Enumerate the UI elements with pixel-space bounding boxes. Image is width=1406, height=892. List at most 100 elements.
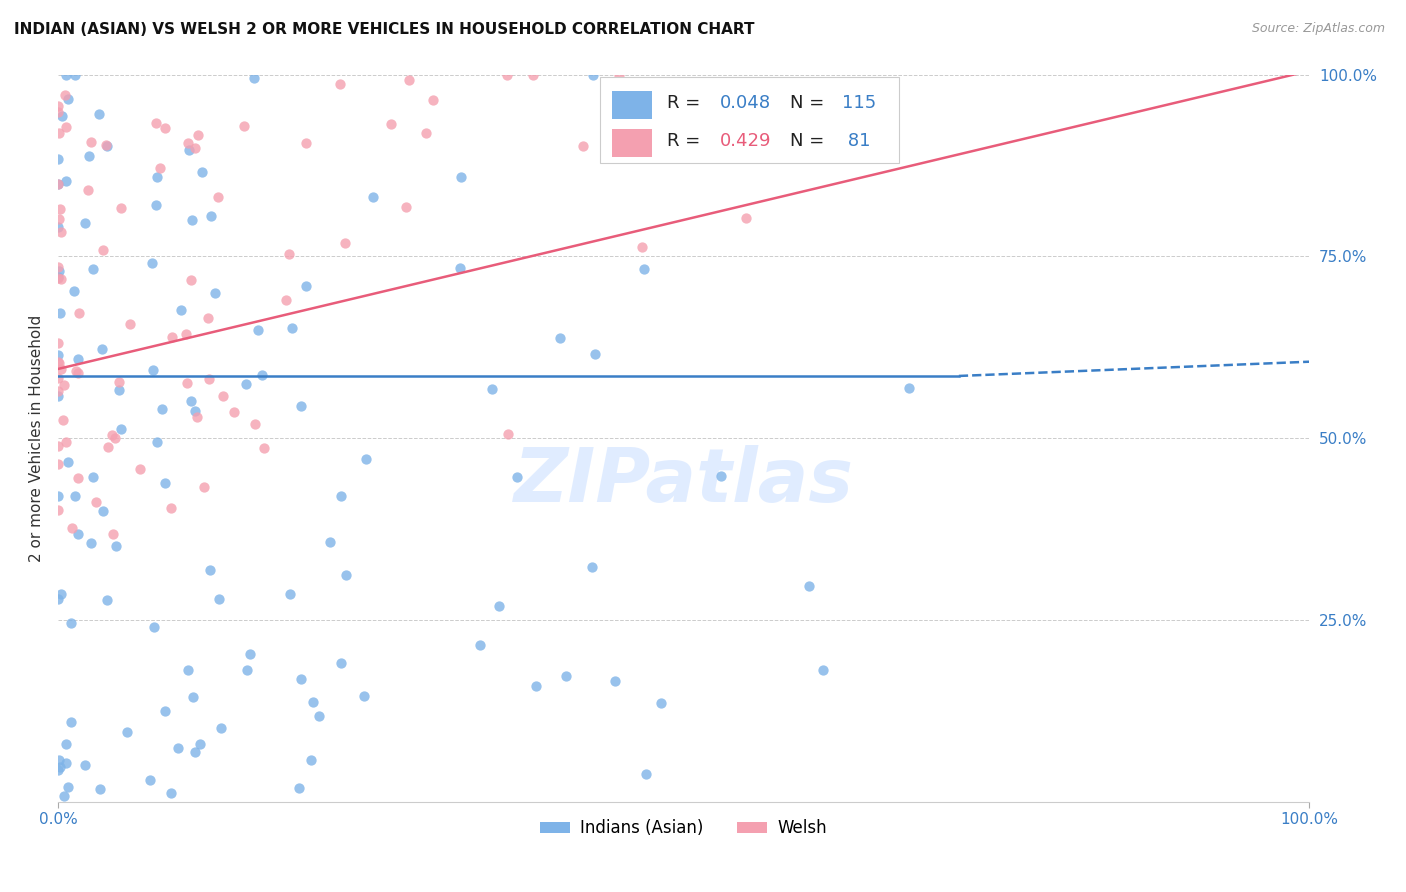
Point xyxy=(208,592,231,607)
Point xyxy=(145,198,167,212)
Point xyxy=(290,399,312,413)
FancyBboxPatch shape xyxy=(600,77,898,163)
Point xyxy=(361,190,384,204)
Point xyxy=(55,87,77,102)
Point xyxy=(184,746,207,760)
Point xyxy=(150,401,173,416)
Point xyxy=(197,311,219,326)
Point xyxy=(46,439,69,453)
Point xyxy=(96,592,118,607)
Point xyxy=(48,263,70,277)
Point xyxy=(191,165,214,179)
Point xyxy=(177,143,200,157)
Point xyxy=(155,476,177,491)
Point xyxy=(49,306,72,320)
Point xyxy=(449,261,471,276)
Point xyxy=(582,68,605,82)
Point xyxy=(49,361,72,376)
Point xyxy=(96,138,118,153)
Point xyxy=(183,690,205,705)
Point xyxy=(46,270,69,285)
Point xyxy=(193,479,215,493)
Point xyxy=(46,99,69,113)
Point xyxy=(63,284,86,298)
Point xyxy=(46,389,69,403)
Point xyxy=(46,152,69,166)
Bar xyxy=(612,129,652,157)
Point xyxy=(495,68,517,82)
Point xyxy=(607,68,630,82)
Point xyxy=(176,376,198,390)
Point xyxy=(48,763,70,777)
Point xyxy=(107,375,129,389)
Point xyxy=(46,384,69,399)
Point xyxy=(46,457,69,471)
Point xyxy=(56,455,79,469)
Text: 0.048: 0.048 xyxy=(720,95,770,112)
Point xyxy=(55,756,77,771)
Point xyxy=(354,452,377,467)
Point xyxy=(89,781,111,796)
Point xyxy=(67,306,90,320)
Point xyxy=(174,326,197,341)
Point xyxy=(145,116,167,130)
Point xyxy=(46,355,69,369)
Point xyxy=(84,495,107,509)
Point xyxy=(82,469,104,483)
Point xyxy=(180,273,202,287)
Text: 0.429: 0.429 xyxy=(720,132,772,150)
Point xyxy=(353,690,375,704)
Point xyxy=(46,105,69,120)
Point xyxy=(290,672,312,686)
Text: Source: ZipAtlas.com: Source: ZipAtlas.com xyxy=(1251,22,1385,36)
Point xyxy=(186,409,208,424)
Point xyxy=(246,323,269,337)
Point xyxy=(274,293,297,307)
Point xyxy=(60,714,83,729)
Point xyxy=(55,120,77,135)
Point xyxy=(46,271,69,285)
Point xyxy=(160,786,183,800)
Point xyxy=(184,403,207,417)
Point xyxy=(141,256,163,270)
Point xyxy=(222,405,245,419)
Point xyxy=(160,501,183,516)
Point xyxy=(200,563,222,577)
Point xyxy=(108,384,131,398)
Point xyxy=(318,534,340,549)
Point xyxy=(415,126,437,140)
Point xyxy=(233,119,256,133)
Point xyxy=(67,527,90,541)
Point xyxy=(235,376,257,391)
Point xyxy=(82,262,104,277)
Point xyxy=(522,68,544,82)
Point xyxy=(65,364,87,378)
Point xyxy=(46,489,69,503)
Point xyxy=(333,235,356,250)
Point xyxy=(91,343,114,357)
Point xyxy=(75,216,97,230)
Point xyxy=(129,462,152,476)
Text: R =: R = xyxy=(668,95,706,112)
Point xyxy=(46,177,69,191)
Point xyxy=(236,663,259,677)
Point xyxy=(468,638,491,652)
Point xyxy=(506,470,529,484)
Point xyxy=(571,138,593,153)
Point xyxy=(277,246,299,260)
Point xyxy=(170,302,193,317)
Point xyxy=(55,737,77,751)
Point xyxy=(302,695,325,709)
Point xyxy=(51,271,73,285)
Point xyxy=(330,489,353,503)
Point xyxy=(46,348,69,362)
Point xyxy=(48,127,70,141)
Point xyxy=(496,427,519,442)
Point xyxy=(110,202,132,216)
Point xyxy=(46,591,69,606)
Point xyxy=(66,470,89,484)
Legend: Indians (Asian), Welsh: Indians (Asian), Welsh xyxy=(534,813,834,844)
Point xyxy=(77,148,100,162)
Point xyxy=(48,211,70,226)
Point xyxy=(797,579,820,593)
